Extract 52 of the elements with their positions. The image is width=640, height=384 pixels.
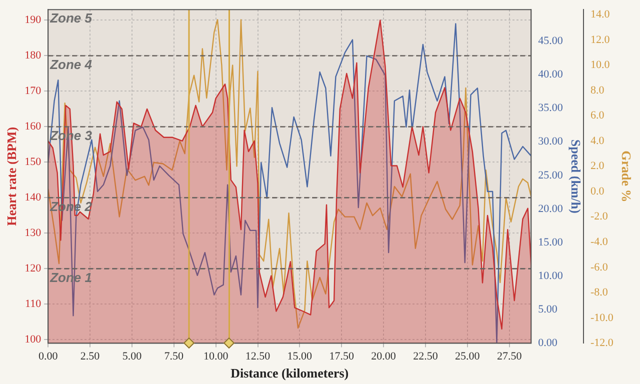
y2-tick-label: 5.00 (538, 304, 558, 316)
x-axis-title: Distance (kilometers) (230, 366, 349, 381)
y3-tick-label: 0.0 (590, 185, 605, 198)
y2-axis-title: Speed (km/h) (568, 139, 584, 214)
y-tick-label: 140 (24, 192, 42, 204)
y-tick-label: 110 (25, 298, 42, 310)
y3-tick-label: -4.0 (590, 236, 608, 248)
x-tick-label: 12.50 (245, 350, 271, 363)
x-tick-label: 0.00 (38, 350, 58, 363)
y2-tick-label: 30.00 (538, 136, 564, 148)
y3-tick-label: -6.0 (590, 261, 608, 274)
y-axis-title: Heart rate (BPM) (4, 126, 20, 226)
y-tick-label: 120 (24, 262, 42, 275)
x-tick-label: 15.00 (287, 350, 313, 363)
x-tick-label: 17.50 (329, 350, 354, 363)
y3-axis-title: Grade % (618, 150, 634, 202)
y2-tick-label: 15.00 (538, 236, 564, 248)
x-tick-label: 7.50 (164, 350, 184, 363)
x-tick-label: 27.50 (496, 350, 522, 363)
y3-tick-label: -10.0 (590, 312, 614, 324)
y3-tick-label: -2.0 (590, 210, 608, 223)
x-tick-label: 20.00 (371, 350, 396, 363)
x-tick-label: 2.50 (80, 350, 100, 363)
x-tick-label: 5.00 (122, 350, 142, 363)
y-tick-label: 190 (24, 14, 42, 26)
y-tick-label: 100 (24, 334, 42, 346)
band-label: Zone 4 (49, 56, 93, 72)
y3-tick-label: 4.0 (590, 134, 605, 147)
y2-tick-label: 35.00 (538, 102, 564, 114)
y-tick-label: 180 (24, 50, 42, 62)
y2-tick-label: 0.00 (538, 337, 558, 350)
y2-tick-label: 40.00 (538, 68, 564, 81)
y3-tick-label: -8.0 (590, 286, 608, 299)
y2-tick-label: 45.00 (538, 35, 564, 48)
y-tick-label: 150 (24, 156, 42, 168)
x-tick-label: 22.50 (413, 350, 438, 363)
band-label: Zone 5 (49, 10, 93, 26)
x-tick-label: 10.00 (203, 350, 229, 363)
y2-tick-label: 10.00 (538, 270, 564, 282)
y2-tick-label: 25.00 (538, 169, 564, 182)
y3-tick-label: 6.0 (590, 110, 605, 122)
y-tick-label: 170 (24, 85, 42, 98)
y-tick-label: 160 (24, 120, 42, 133)
y3-tick-label: 8.0 (590, 84, 605, 96)
y3-tick-label: 12.0 (590, 34, 610, 46)
y-tick-label: 130 (24, 227, 42, 240)
y3-tick-label: -12.0 (590, 337, 614, 350)
x-tick-label: 25.00 (455, 350, 480, 363)
y3-tick-label: 14.0 (590, 8, 610, 21)
y3-tick-label: 10.0 (590, 59, 610, 72)
y3-tick-label: 2.0 (590, 160, 605, 172)
y2-tick-label: 20.00 (538, 202, 564, 215)
